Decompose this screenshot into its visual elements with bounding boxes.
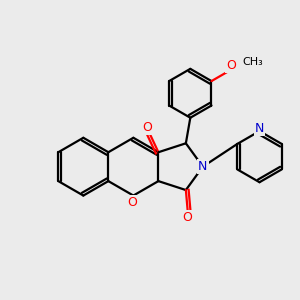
Text: N: N [198,160,208,173]
Text: N: N [255,122,264,135]
Text: O: O [142,121,152,134]
Text: CH₃: CH₃ [242,57,263,67]
Text: O: O [226,59,236,72]
Text: O: O [127,196,137,209]
Text: O: O [183,211,193,224]
